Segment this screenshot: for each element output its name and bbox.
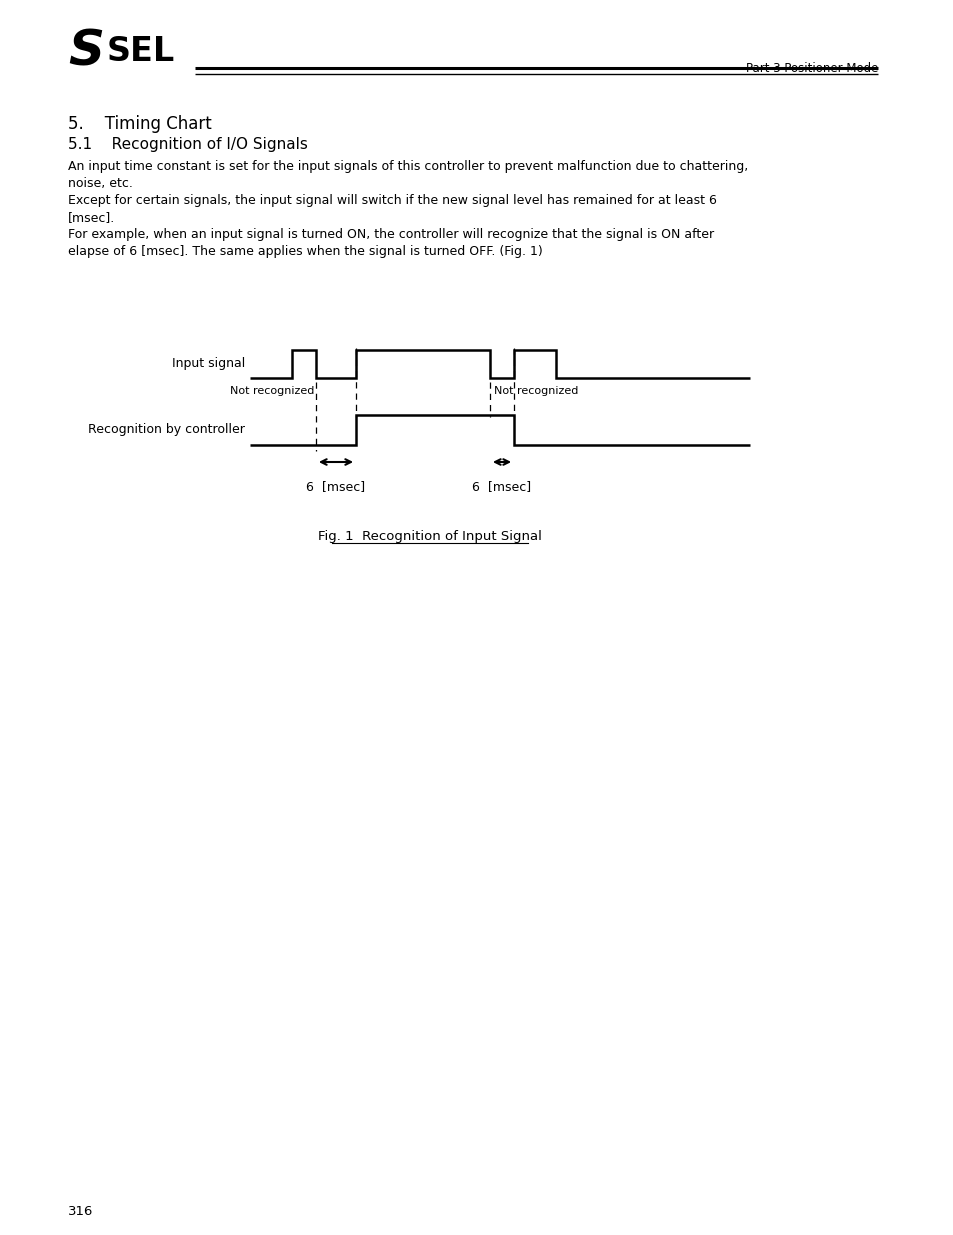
Text: An input time constant is set for the input signals of this controller to preven: An input time constant is set for the in… (68, 161, 747, 173)
Text: For example, when an input signal is turned ON, the controller will recognize th: For example, when an input signal is tur… (68, 228, 714, 241)
Text: Not recognized: Not recognized (230, 387, 314, 396)
Text: noise, etc.: noise, etc. (68, 177, 132, 190)
Text: Fig. 1  Recognition of Input Signal: Fig. 1 Recognition of Input Signal (317, 530, 541, 543)
Text: 6  [msec]: 6 [msec] (306, 480, 365, 493)
Text: Part 3 Positioner Mode: Part 3 Positioner Mode (745, 62, 877, 75)
Text: S: S (68, 28, 104, 77)
Text: Not recognized: Not recognized (494, 387, 578, 396)
Text: Recognition by controller: Recognition by controller (88, 424, 245, 436)
Text: SEL: SEL (107, 35, 175, 68)
Text: elapse of 6 [msec]. The same applies when the signal is turned OFF. (Fig. 1): elapse of 6 [msec]. The same applies whe… (68, 245, 542, 258)
Text: Except for certain signals, the input signal will switch if the new signal level: Except for certain signals, the input si… (68, 194, 716, 207)
Text: [msec].: [msec]. (68, 211, 115, 224)
Text: 6  [msec]: 6 [msec] (472, 480, 531, 493)
Text: 316: 316 (68, 1205, 93, 1218)
Text: 5.    Timing Chart: 5. Timing Chart (68, 115, 212, 133)
Text: 5.1    Recognition of I/O Signals: 5.1 Recognition of I/O Signals (68, 137, 308, 152)
Text: Input signal: Input signal (172, 357, 245, 370)
